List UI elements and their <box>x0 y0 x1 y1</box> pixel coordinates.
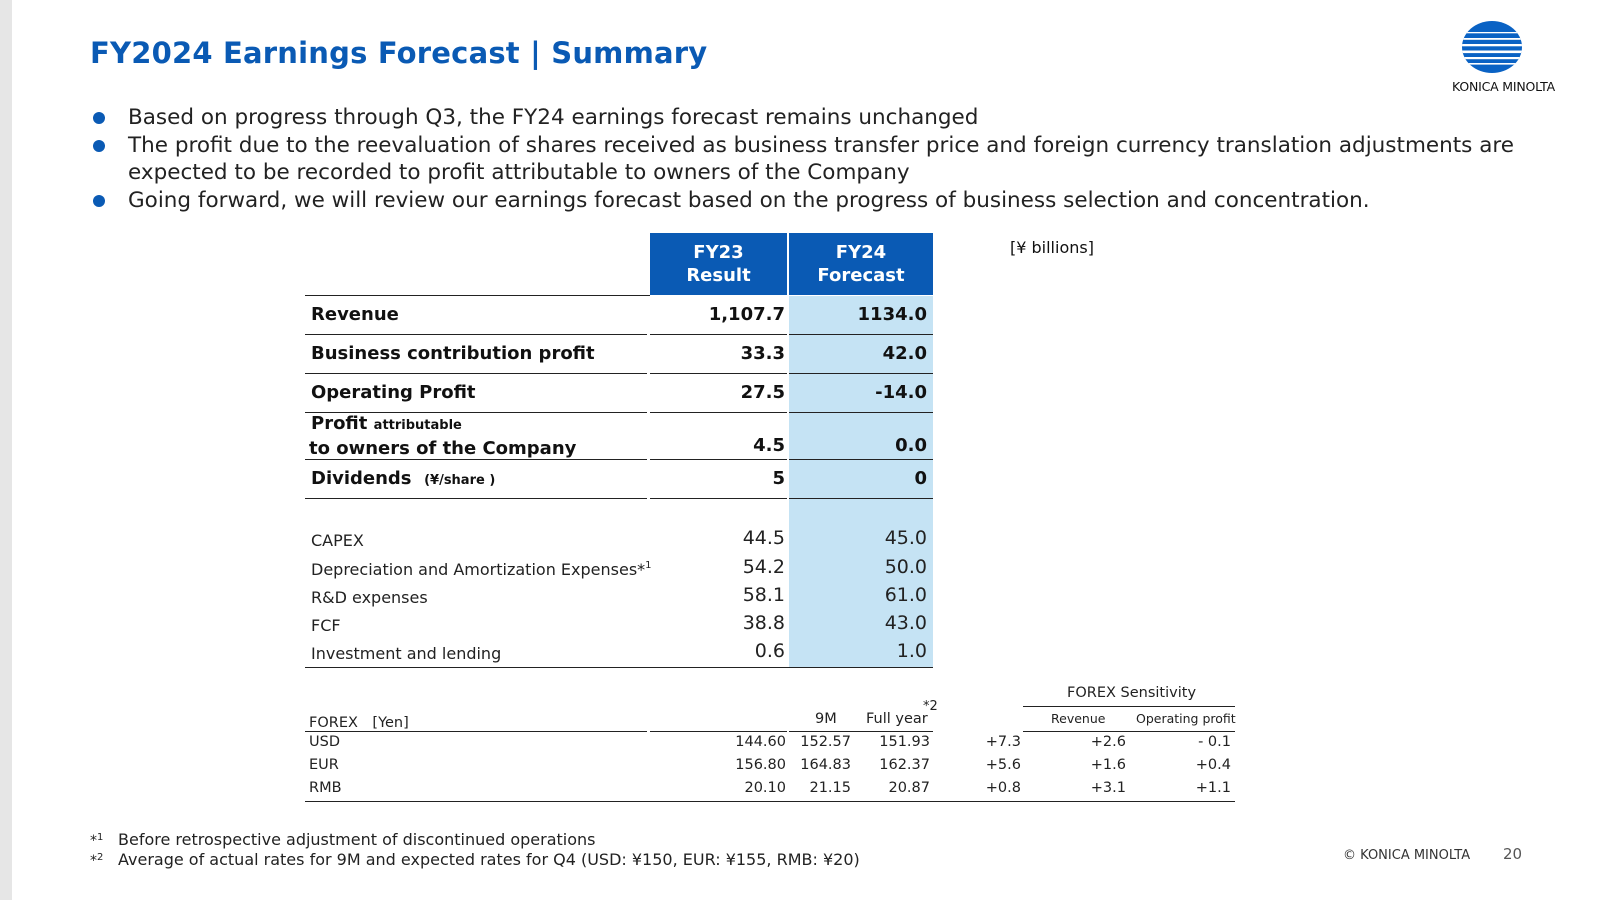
units-label: [¥ billions] <box>1010 238 1094 257</box>
row-label: Investment and lending <box>311 644 502 663</box>
9m-rate: 21.15 <box>809 780 851 796</box>
logo-wordmark: KONICA MINOLTA <box>1452 79 1555 94</box>
row-label: Operating Profit <box>311 382 476 403</box>
fy24-value: 42.0 <box>882 343 927 364</box>
forex-row-usd: USD 144.60 152.57 151.93 +7.3 +2.6 - 0.1 <box>305 734 1235 757</box>
row-label: Revenue <box>311 304 399 325</box>
forex-sensitivity-title: FOREX Sensitivity <box>1067 685 1197 701</box>
row-label: R&D expenses <box>311 588 428 607</box>
left-edge-strip <box>0 0 12 900</box>
row-label: Profit attributable <box>311 413 462 434</box>
forex-header-9m: 9M <box>815 711 837 727</box>
bullet-dot-icon <box>93 194 105 207</box>
currency: EUR <box>309 757 339 773</box>
table-row-depreciation: Depreciation and Amortization Expenses*1… <box>305 554 933 582</box>
fy24-value: -14.0 <box>875 382 927 403</box>
fy23-value: 58.1 <box>742 584 785 606</box>
copyright: © KONICA MINOLTA <box>1343 848 1471 863</box>
konica-minolta-logo: KONICA MINOLTA <box>1452 20 1572 96</box>
fy23-value: 54.2 <box>742 556 785 578</box>
currency: USD <box>309 734 340 750</box>
table-row-rnd-expenses: R&D expenses 58.1 61.0 <box>305 582 933 610</box>
forex-header-operating-profit: Operating profit <box>1136 711 1236 726</box>
table-row-business-contribution-profit: Business contribution profit 33.3 42.0 <box>305 335 933 374</box>
fy24-value: 45.0 <box>884 527 927 549</box>
fy23-value: 38.8 <box>742 612 785 634</box>
header-divider <box>305 295 650 296</box>
fy23-value: 27.5 <box>740 382 785 403</box>
table-row-capex: CAPEX 44.5 45.0 <box>305 525 933 553</box>
revenue-sensitivity: +3.1 <box>1090 780 1126 796</box>
fy23-value: 1,107.7 <box>708 304 785 325</box>
table-row-investment-lending: Investment and lending 0.6 1.0 <box>305 638 933 666</box>
fy24-value: 0 <box>914 468 927 489</box>
fy24-value: 1.0 <box>896 640 927 662</box>
globe-logo-icon <box>1462 21 1522 73</box>
forex-row-eur: EUR 156.80 164.83 162.37 +5.6 +1.6 +0.4 <box>305 757 1235 780</box>
forex-header-label: FOREX [Yen] <box>309 715 409 731</box>
bullet-dot-icon <box>93 139 105 152</box>
footnote-marker: *2 <box>923 699 938 714</box>
table-bottom-border <box>305 667 933 668</box>
bullet-item: The profit due to the reevaluation of sh… <box>90 132 1570 187</box>
forex-table: FOREX Sensitivity FOREX [Yen] 9M Full ye… <box>305 680 1236 805</box>
rate-difference: +7.3 <box>985 734 1021 750</box>
full-year-rate: 162.37 <box>879 757 930 773</box>
op-profit-sensitivity: +0.4 <box>1195 757 1231 773</box>
forex-header-full-year: Full year <box>866 711 928 727</box>
fy24-value: 50.0 <box>884 556 927 578</box>
full-year-rate: 20.87 <box>888 780 930 796</box>
footnote-1: *1 Before retrospective adjustment of dis… <box>90 830 596 849</box>
header-fy23-result: FY23 Result <box>650 233 787 295</box>
header-fy24-forecast: FY24 Forecast <box>789 233 933 295</box>
full-year-rate: 151.93 <box>879 734 930 750</box>
row-label: Depreciation and Amortization Expenses*1 <box>311 560 652 579</box>
summary-bullets: Based on progress through Q3, the FY24 e… <box>90 104 1570 214</box>
fy24-value: 61.0 <box>884 584 927 606</box>
table-row-dividends: Dividends (¥/share ) 5 0 <box>305 460 933 499</box>
fy23-rate: 156.80 <box>735 757 786 773</box>
table-row-operating-profit: Operating Profit 27.5 -14.0 <box>305 374 933 413</box>
fy23-rate: 20.10 <box>744 780 786 796</box>
row-label: CAPEX <box>311 531 364 550</box>
page-number: 20 <box>1503 845 1523 863</box>
sensitivity-divider <box>1023 706 1235 707</box>
table-row-revenue: Revenue 1,107.7 1134.0 <box>305 296 933 335</box>
fy23-value: 4.5 <box>753 435 785 456</box>
fy23-value: 0.6 <box>754 640 785 662</box>
bullet-dot-icon <box>93 112 105 124</box>
fy24-value: 43.0 <box>884 612 927 634</box>
forex-bottom-border <box>305 801 1235 802</box>
row-label: Dividends (¥/share ) <box>311 468 496 489</box>
bullet-item: Based on progress through Q3, the FY24 e… <box>90 104 1570 132</box>
row-label: Business contribution profit <box>311 343 595 364</box>
revenue-sensitivity: +2.6 <box>1090 734 1126 750</box>
fy24-value: 0.0 <box>895 435 927 456</box>
fy23-value: 33.3 <box>740 343 785 364</box>
footnote-2: *2 Average of actual rates for 9M and exp… <box>90 850 860 869</box>
fy24-value: 1134.0 <box>857 304 927 325</box>
9m-rate: 164.83 <box>800 757 851 773</box>
op-profit-sensitivity: - 0.1 <box>1198 734 1231 750</box>
currency: RMB <box>309 780 342 796</box>
forecast-column-background <box>789 296 933 668</box>
bullet-item: Going forward, we will review our earnin… <box>90 187 1570 215</box>
table-row-fcf: FCF 38.8 43.0 <box>305 610 933 638</box>
table-row-profit-attributable: Profit attributable to owners of the Com… <box>305 413 933 460</box>
rate-difference: +5.6 <box>985 757 1021 773</box>
op-profit-sensitivity: +1.1 <box>1195 780 1231 796</box>
row-label-line2: to owners of the Company <box>309 438 577 459</box>
9m-rate: 152.57 <box>800 734 851 750</box>
rate-difference: +0.8 <box>985 780 1021 796</box>
fy23-value: 44.5 <box>742 527 785 549</box>
revenue-sensitivity: +1.6 <box>1090 757 1126 773</box>
page-title: FY2024 Earnings Forecast | Summary <box>90 36 708 70</box>
row-label: FCF <box>311 616 341 635</box>
forex-row-rmb: RMB 20.10 21.15 20.87 +0.8 +3.1 +1.1 <box>305 780 1235 803</box>
fy23-rate: 144.60 <box>735 734 786 750</box>
fy23-value: 5 <box>772 468 785 489</box>
forex-header-revenue: Revenue <box>1051 711 1106 726</box>
